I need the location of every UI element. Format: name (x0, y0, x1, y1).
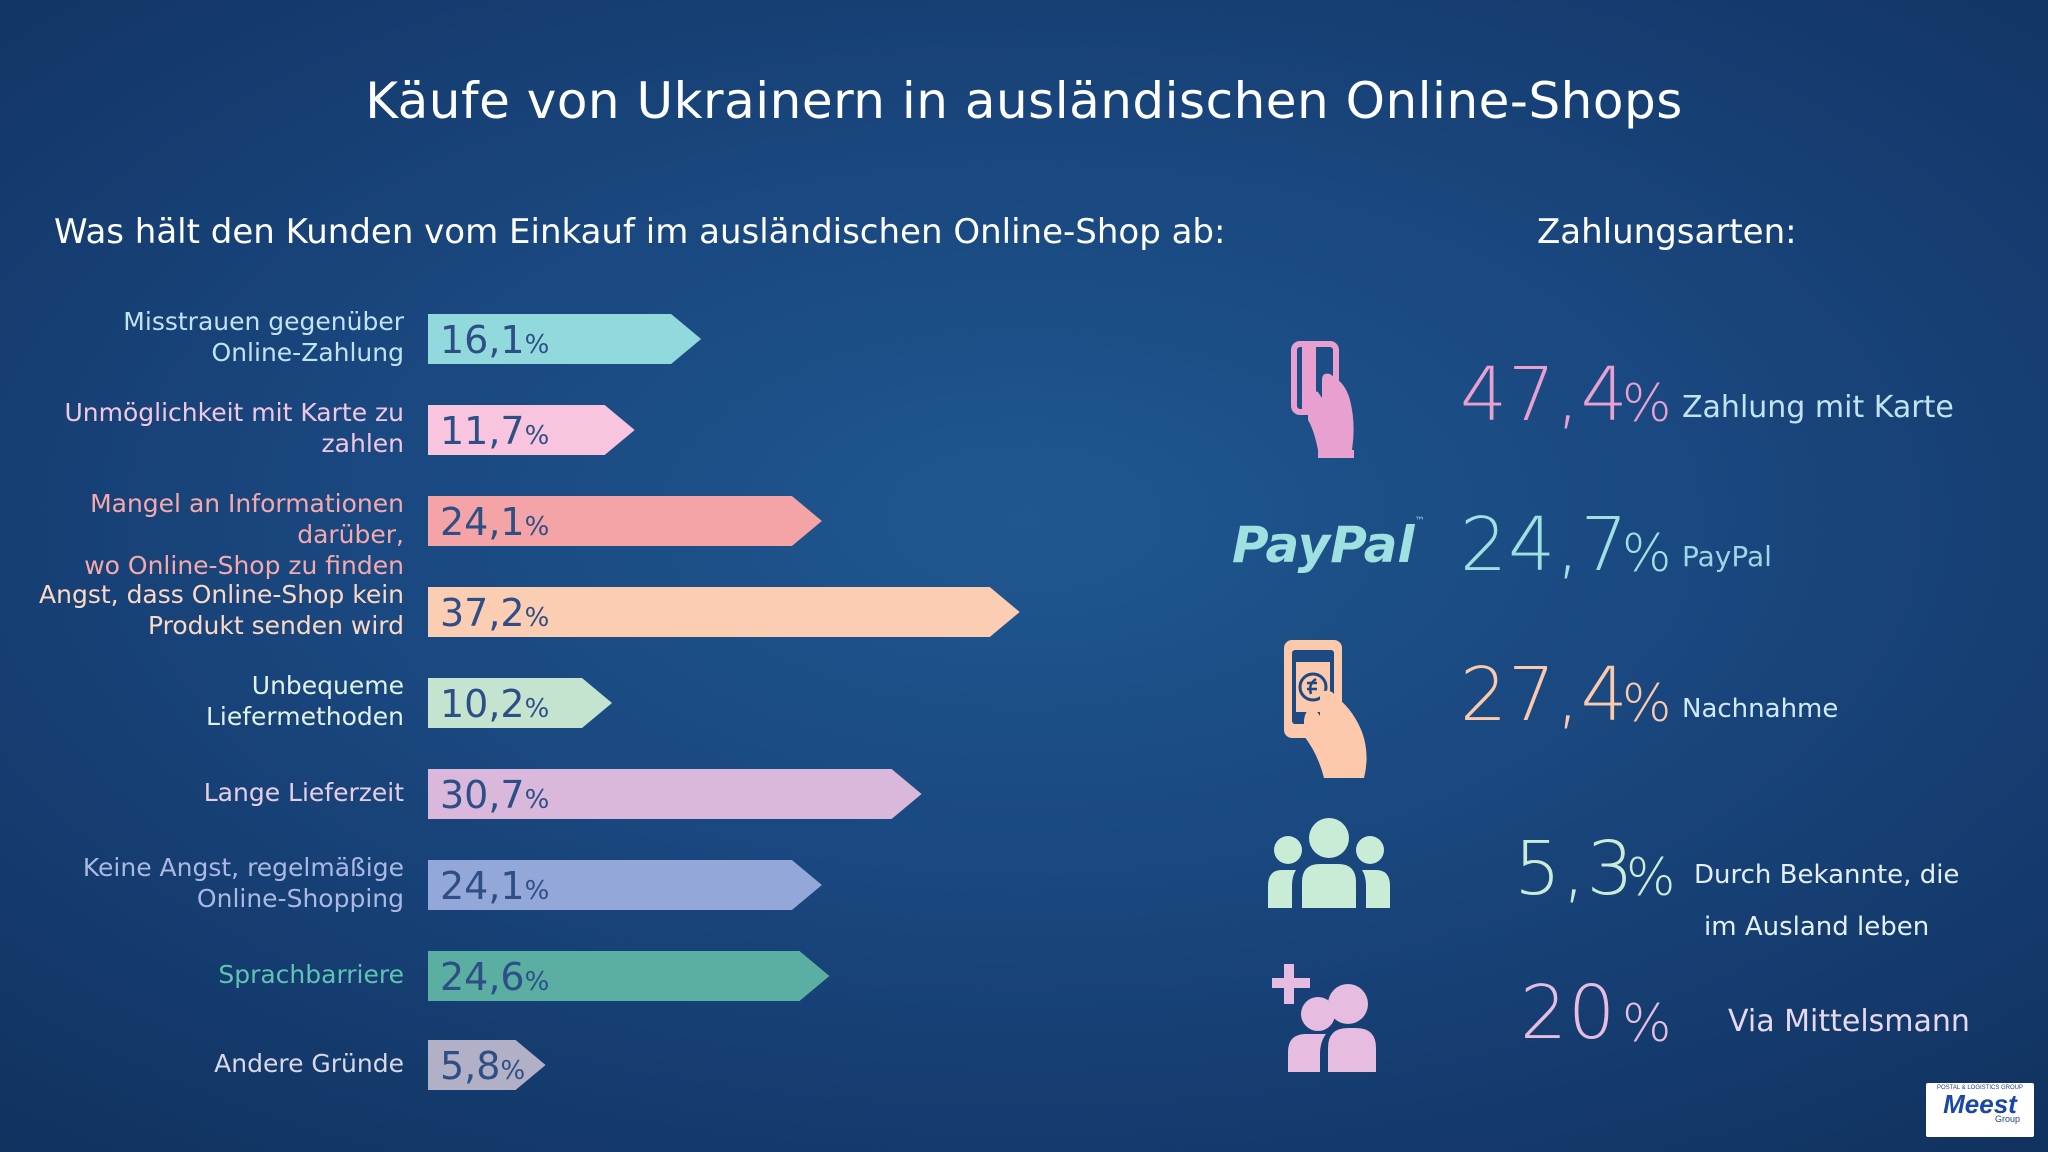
paypal-logo: PayPal™ (1232, 516, 1425, 574)
payment-percent-sign: % (1622, 524, 1672, 584)
bar (428, 678, 613, 728)
payment-label: Nachnahme (1682, 694, 1839, 724)
category-label-line: Keine Angst, regelmäßige (82, 853, 404, 882)
bar-value-label: 24,1% (440, 864, 549, 908)
payment-value: 24,7 (1460, 502, 1629, 588)
card-hand-icon (1291, 341, 1354, 458)
payment-value: 27,4 (1460, 652, 1629, 738)
category-label: Misstrauen gegenüber Online-Zahlung (123, 306, 404, 368)
category-label: Mangel an Informationen darüber, wo Onlin… (0, 488, 404, 581)
category-label-line: Mangel an Informationen darüber, (90, 489, 404, 549)
payment-percent-sign: % (1626, 848, 1676, 908)
bar-value-label: 11,7% (440, 409, 549, 453)
category-label-line: Unmöglichkeit mit Karte zu (64, 398, 404, 427)
bar (428, 405, 635, 455)
bar-value-label: 30,7% (440, 773, 549, 817)
phone-cash-hand-icon (1284, 640, 1367, 778)
category-label-line: Unbequeme (251, 671, 404, 700)
bar-value-label: 24,1% (440, 500, 549, 544)
category-label-line: zahlen (321, 429, 404, 458)
page-title: Käufe von Ukrainern in ausländischen Onl… (365, 72, 1683, 130)
category-label: Unmöglichkeit mit Karte zu zahlen (64, 397, 404, 459)
payment-value: 5,3 (1514, 826, 1635, 912)
category-label: Keine Angst, regelmäßige Online-Shopping (83, 852, 404, 914)
category-label-line: Produkt senden wird (148, 611, 404, 640)
bar (428, 769, 922, 819)
category-label-line: Liefermethoden (205, 702, 404, 731)
payment-label: Zahlung mit Karte (1682, 390, 1954, 425)
category-label: Unbequeme Liefermethoden (206, 670, 404, 732)
category-label-line: wo Online-Shop zu finden (84, 551, 404, 580)
category-label-line: Lange Lieferzeit (203, 777, 404, 807)
bar-value-label: 37,2% (440, 591, 549, 635)
category-label-line: Online-Zahlung (211, 338, 404, 367)
bar (428, 1040, 546, 1090)
bar-value-label: 5,8% (440, 1044, 525, 1088)
category-label: Andere Gründe (214, 1048, 404, 1079)
add-person-icon (1272, 964, 1376, 1072)
payment-value: 20 (1520, 970, 1617, 1056)
bar (428, 314, 702, 364)
bar (428, 587, 1020, 637)
payment-label-line-2: im Ausland leben (1704, 912, 1930, 942)
payment-label-line-1: Durch Bekannte, die (1694, 860, 1960, 890)
bar-value-label: 16,1% (440, 318, 549, 362)
category-label-line: Sprachbarriere (218, 959, 404, 989)
bar (428, 951, 830, 1001)
bar (428, 496, 822, 546)
right-heading: Zahlungsarten: (1537, 212, 1797, 252)
bar-value-label: 24,6% (440, 955, 549, 999)
category-label-line: Andere Gründe (214, 1048, 404, 1078)
payment-label: Via Mittelsmann (1728, 1004, 1970, 1039)
payment-percent-sign: % (1622, 674, 1672, 734)
meest-logo: POSTAL & LOGISTICS GROUP Meest Group (1926, 1083, 2034, 1137)
payment-percent-sign: % (1622, 994, 1672, 1054)
category-label: Lange Lieferzeit (204, 777, 404, 808)
bar-value-label: 10,2% (440, 682, 549, 726)
group-people-icon (1268, 818, 1390, 908)
payment-label: PayPal (1682, 540, 1772, 573)
category-label-line: Angst, dass Online-Shop kein (39, 580, 404, 609)
category-label: Angst, dass Online-Shop kein Produkt send… (39, 579, 404, 641)
category-label-line: Misstrauen gegenüber (123, 307, 404, 336)
payment-value: 47,4 (1460, 352, 1629, 438)
payment-percent-sign: % (1622, 374, 1672, 434)
left-heading: Was hält den Kunden vom Einkauf im auslä… (54, 212, 1226, 252)
bar (428, 860, 822, 910)
category-label-line: Online-Shopping (196, 884, 404, 913)
category-label: Sprachbarriere (218, 959, 404, 990)
